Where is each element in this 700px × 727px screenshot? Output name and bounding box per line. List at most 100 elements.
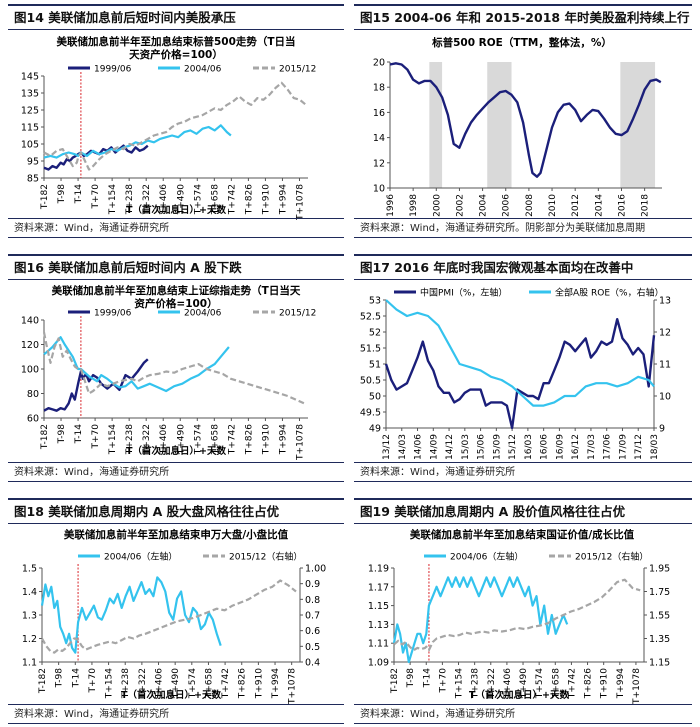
x-tick-label: T+70 [88, 668, 98, 694]
y-right-tick-label: 0.5 [305, 642, 320, 653]
x-tick-label: T+490 [176, 184, 186, 215]
x-tick-label: T+70 [438, 668, 448, 694]
x-tick-label: 2004 [479, 194, 489, 217]
y-tick-label: 10 [373, 184, 385, 195]
y-right-tick-label: 1.75 [649, 587, 670, 598]
x-tick-label: T+238 [471, 668, 481, 699]
y-tick-label: 51 [369, 360, 381, 371]
y-tick-label: 105 [21, 140, 39, 151]
y-right-tick-label: 1.95 [649, 564, 670, 575]
x-tick-label: 17/09 [618, 434, 628, 460]
x-tick-label: T+658 [551, 668, 561, 699]
series-line-1 [393, 578, 641, 652]
y-tick-label: 18 [373, 83, 385, 94]
figure-14-source: 资料来源：Wind，海通证券研究所 [8, 218, 344, 238]
legend-label-1: 2015/12（右轴） [575, 551, 648, 563]
x-tick-label: T+406 [155, 668, 165, 699]
y-right-tick-label: 1.15 [649, 658, 670, 669]
figure-15-panel: 图15 2004-06 年和 2015-2018 年时美股盈利持续上行 标普50… [354, 4, 692, 238]
figure-18-panel: 图18 美联储加息周期内 A 股大盘风格往往占优 美联储加息前半年至加息结束申万… [8, 498, 344, 724]
x-tick-label: 2010 [548, 194, 558, 217]
x-tick-label: T+826 [238, 668, 248, 699]
y-right-tick-label: 0.7 [305, 611, 320, 622]
x-tick-label: T+994 [278, 184, 288, 215]
figure-16-source: 资料来源：Wind，海通证券研究所 [8, 462, 344, 482]
x-tick-label: T+238 [125, 424, 135, 455]
x-tick-label: T+490 [519, 668, 529, 699]
x-tick-label: T+406 [159, 184, 169, 215]
x-tick-label: 2008 [525, 194, 535, 217]
figure-18-source: 资料来源：Wind，海通证券研究所 [8, 704, 344, 724]
x-tick-label: T+658 [210, 424, 220, 455]
x-tick-label: 2002 [455, 194, 465, 217]
pmi-roe-chart: 49 49.5 50 50.5 51 51.5 52 52.5 53 9 10 11 12 13 13/12… [360, 287, 671, 460]
y-tick-label: 14 [373, 133, 385, 144]
figure-14-title: 图14 美联储加息前后短时间内美股承压 [8, 4, 344, 30]
legend-label-2: 2015/12 [279, 309, 316, 319]
series-line-1 [385, 299, 655, 407]
y-right-tick-label: 13 [659, 296, 671, 307]
x-tick-label: 2014 [594, 194, 604, 217]
x-tick-label: 14/06 [414, 434, 424, 460]
x-tick-label: T+1078 [295, 184, 305, 221]
x-tick-label: 2018 [641, 194, 651, 217]
x-tick-label: T+910 [261, 424, 271, 455]
x-tick-label: T+994 [271, 668, 281, 699]
x-tick-label: T+154 [108, 424, 118, 455]
y-right-tick-label: 0.4 [305, 658, 320, 669]
y-tick-label: 12 [373, 158, 385, 169]
y-tick-label: 60 [27, 414, 39, 425]
y-right-tick-label: 0.8 [305, 595, 320, 606]
y-right-tick-label: 1.00 [305, 564, 326, 575]
series-line-0 [392, 576, 569, 664]
y-tick-label: 80 [27, 389, 39, 400]
series-line-2 [42, 332, 305, 405]
x-tick-label: T+742 [227, 184, 237, 215]
x-tick-label: T+910 [254, 668, 264, 699]
x-tick-label: 14/12 [445, 434, 455, 460]
x-tick-label: T+826 [584, 668, 594, 699]
y-right-tick-label: 10 [659, 392, 671, 403]
x-tick-label: T-98 [55, 668, 65, 689]
x-tick-label: T+742 [567, 668, 577, 699]
legend-label-0: 2004/06（左轴） [104, 551, 177, 563]
figure-14-panel: 图14 美联储加息前后短时间内美股承压 美联储加息前半年至加息结束标普500走势… [8, 4, 344, 238]
x-tick-label: 13/12 [382, 434, 392, 460]
x-tick-label: T+574 [188, 668, 198, 699]
series-line-0 [389, 62, 662, 178]
x-tick-label: 2012 [571, 194, 581, 217]
x-tick-label: T+1078 [295, 424, 305, 461]
x-tick-label: T+322 [138, 668, 148, 699]
series-line-0 [384, 318, 656, 430]
legend-label-0: 2004/06（左轴） [450, 551, 523, 563]
legend-label-2: 2015/12 [279, 65, 316, 75]
legend-label-0: 中国PMI（%，左轴） [420, 287, 507, 299]
x-tick-label: T+406 [159, 424, 169, 455]
x-tick-label: 14/09 [429, 434, 439, 460]
figure-15-title: 图15 2004-06 年和 2015-2018 年时美股盈利持续上行 [354, 4, 692, 30]
x-tick-label: 16/03 [524, 434, 534, 460]
x-tick-label: 16/09 [555, 434, 565, 460]
y-tick-label: 51.5 [360, 344, 381, 355]
y-tick-label: 135 [21, 89, 39, 100]
y-tick-label: 1.5 [22, 564, 37, 575]
x-tick-label: T+826 [244, 184, 254, 215]
x-tick-label: T+826 [244, 424, 254, 455]
value-growth-ratio-chart: 美联储加息前半年至加息结束国证价值/成长比值 1.09 1.11 1.13 1.15 1.… [368, 528, 670, 705]
x-tick-label: 2000 [432, 194, 442, 217]
series-line-0 [43, 144, 149, 171]
figure-16-title: 图16 美联储加息前后短时间内 A 股下跌 [8, 254, 344, 280]
x-tick-label: 1996 [386, 194, 396, 217]
figure-19-source: 资料来源：Wind，海通证券研究所 [354, 704, 692, 724]
y-tick-label: 50 [369, 392, 381, 403]
x-tick-label: T+574 [193, 184, 203, 215]
x-tick-label: T+658 [204, 668, 214, 699]
figure-16-panel: 图16 美联储加息前后短时间内 A 股下跌 美联储加息前半年至加息结束上证综指走… [8, 254, 344, 482]
x-tick-label: T+406 [503, 668, 513, 699]
x-tick-label: T-98 [57, 184, 67, 205]
y-tick-label: 1.1 [22, 658, 37, 669]
x-tick-label: T+70 [91, 424, 101, 450]
x-tick-label: T+154 [108, 184, 118, 215]
